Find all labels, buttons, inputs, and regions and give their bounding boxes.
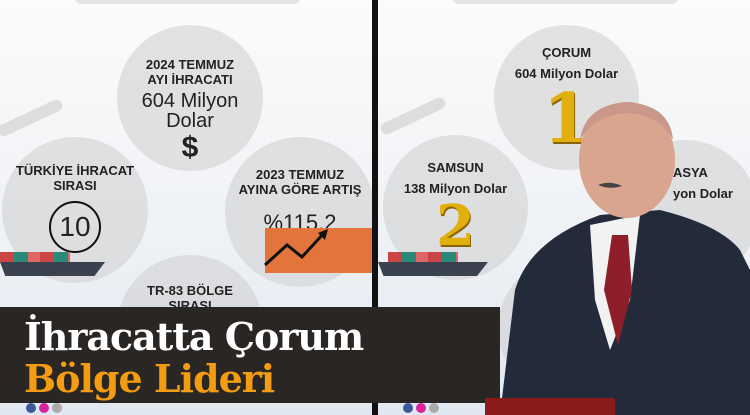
rank-3-value: yon Dolar [673,186,733,201]
rank-1-number: 1 [542,79,591,159]
rank-3-circle: ASYA yon Dolar [613,140,750,285]
rank-1-city: ÇORUM [541,45,592,60]
x-icon[interactable] [429,403,439,413]
containers-image [388,252,458,262]
instagram-icon[interactable] [416,403,426,413]
rank-2-number: 2 [436,193,475,259]
export-value-circle: 2024 TEMMUZ AYI İHRACATI 604 Milyon Dola… [117,25,263,171]
containers-image [0,252,70,262]
x-icon[interactable] [52,403,62,413]
ship-image [378,262,488,276]
headline-banner [0,307,500,403]
trend-arrow-icon [263,229,328,267]
dollar-icon: $ [181,131,199,164]
rank-3-city: ASYA [673,165,708,180]
facebook-icon[interactable] [403,403,413,413]
rank-4-circle: 15 [498,258,638,398]
social-icons [403,403,439,413]
top-bar [75,0,300,4]
facebook-icon[interactable] [26,403,36,413]
export-label: 2024 TEMMUZ AYI İHRACATI [145,57,235,87]
airplane-image [378,95,448,137]
headline-line-2: Bölge Lideri [24,356,275,401]
rank-2-value: 138 Milyon Dolar [403,181,508,196]
rank-2-city: SAMSUN [427,160,484,175]
increase-label: 2023 TEMMUZ AYINA GÖRE ARTIŞ [238,167,362,197]
turkey-rank-label: TÜRKİYE İHRACAT SIRASI [15,163,135,193]
rank-4-value: 15 [518,306,533,321]
headline-line-1: İhracatta Çorum [24,314,364,359]
rank-1-value: 604 Milyon Dolar [514,66,619,81]
export-value: 604 Milyon Dolar [141,90,239,132]
rank-1-circle: ÇORUM 604 Milyon Dolar 1 [494,25,639,170]
turkey-rank-value: 10 [49,201,101,253]
ship-image [0,262,105,276]
social-icons [26,403,62,413]
airplane-image [0,97,65,139]
top-bar [453,0,678,4]
instagram-icon[interactable] [39,403,49,413]
